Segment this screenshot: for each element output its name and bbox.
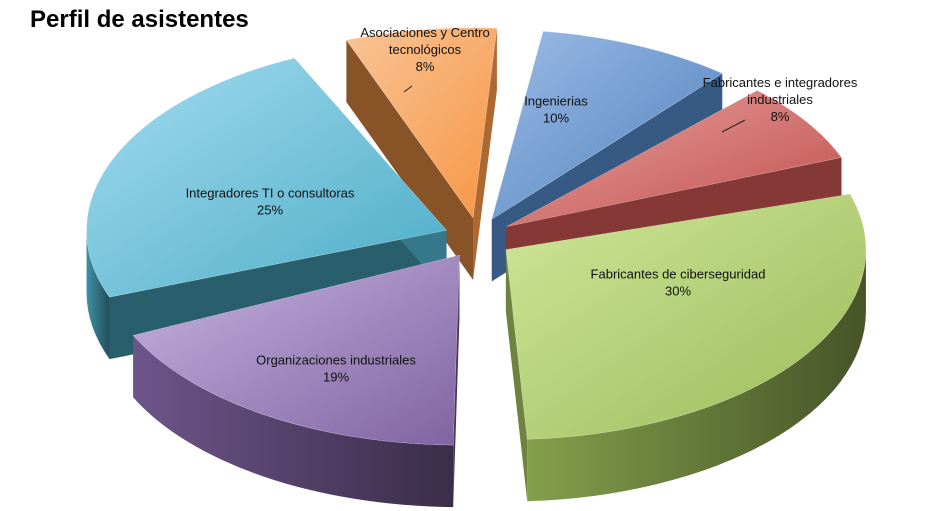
data-label-text: Asociaciones y Centro xyxy=(360,25,489,40)
data-label: Ingenierias 10% xyxy=(524,94,588,126)
pie-slice-wall xyxy=(473,28,497,280)
pie-slice xyxy=(132,254,460,446)
pie-slice-wall xyxy=(453,255,460,508)
data-label-value: 30% xyxy=(665,284,691,299)
data-label-text: Organizaciones industriales xyxy=(256,353,416,368)
data-label: Organizaciones industriales 19% xyxy=(256,353,416,385)
data-label-value: 25% xyxy=(257,203,283,218)
data-label: Asociaciones y Centro tecnológicos 8% xyxy=(360,25,490,93)
chart-title: Perfil de asistentes xyxy=(30,6,249,33)
data-label: Fabricantes e integradores industriales 8% xyxy=(703,75,858,133)
pie-slice xyxy=(86,57,448,298)
data-label-value: 8% xyxy=(416,59,435,74)
data-label-text: tecnológicos xyxy=(389,42,462,57)
pie-slice-wall xyxy=(505,249,528,502)
data-label-text: Fabricantes e integradores xyxy=(703,75,858,90)
data-label-text: Integradores TI o consultoras xyxy=(186,186,355,201)
data-label: Fabricantes de ciberseguridad 30% xyxy=(591,267,766,299)
data-label-text: Fabricantes de ciberseguridad xyxy=(591,267,766,282)
pie-slice xyxy=(506,90,843,228)
pie-tops xyxy=(86,27,867,446)
data-label-text: industriales xyxy=(747,92,813,107)
data-label-text: Ingenierias xyxy=(524,94,588,109)
pie-slice xyxy=(505,193,867,440)
data-label-value: 19% xyxy=(323,370,349,385)
data-label-value: 10% xyxy=(543,111,569,126)
pie-labels: Ingenierias 10% Fabricantes e integradores… xyxy=(186,25,858,385)
pie-slice-outer-wall xyxy=(527,249,866,502)
pie-slice-side xyxy=(346,28,497,280)
pie-slice-outer-wall xyxy=(133,335,454,508)
pie-slice xyxy=(491,30,723,221)
leader-line xyxy=(403,85,413,93)
data-label: Integradores TI o consultoras 25% xyxy=(186,186,355,218)
pie-slice-outer-wall xyxy=(86,230,110,360)
pie-slice xyxy=(345,27,498,219)
pie-slice-wall xyxy=(346,39,474,280)
leader-line xyxy=(721,119,746,133)
data-label-value: 8% xyxy=(771,109,790,124)
